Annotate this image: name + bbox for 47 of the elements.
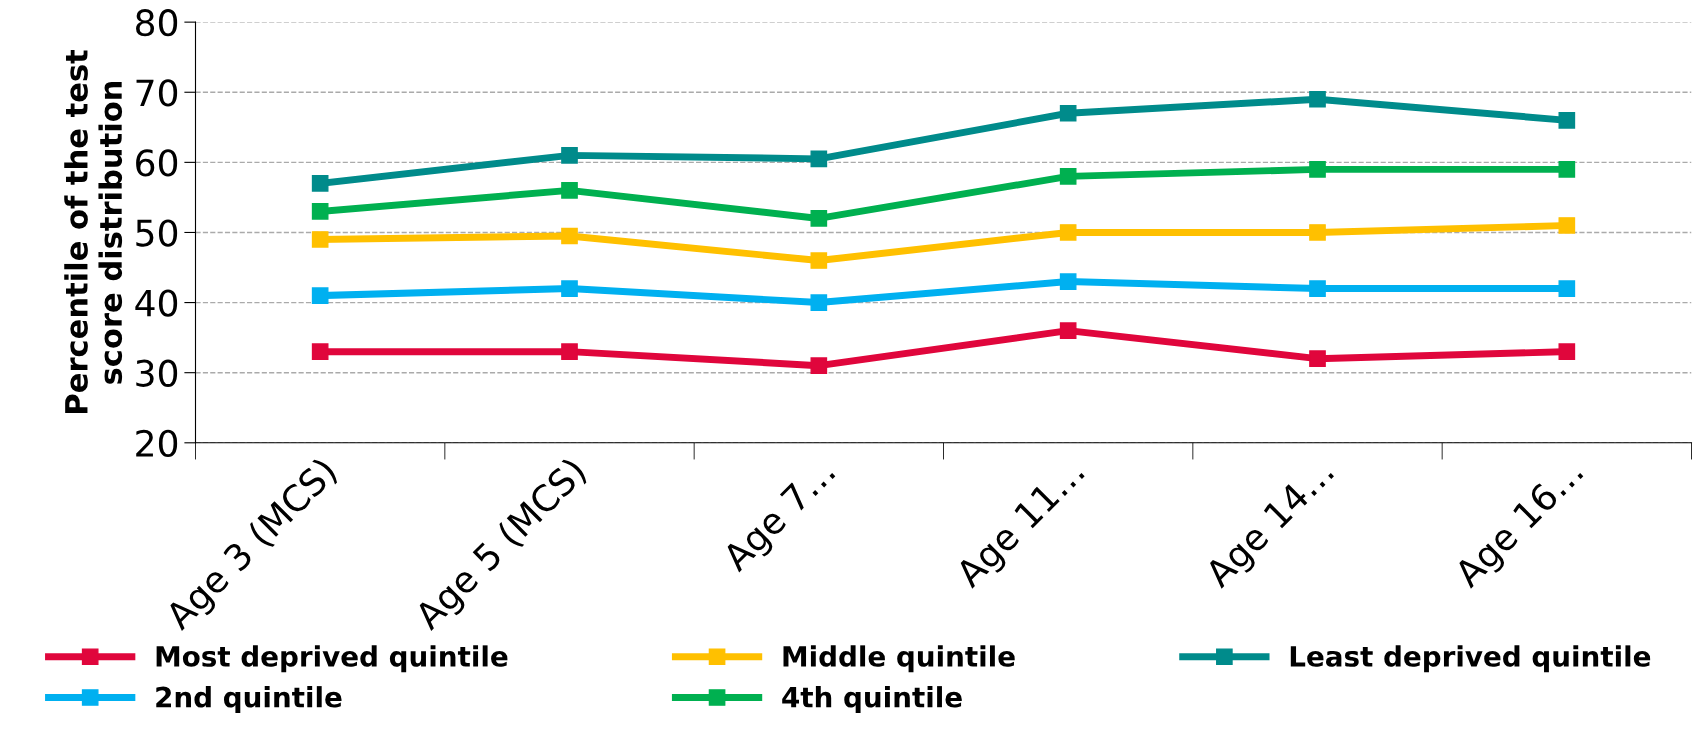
point: [311, 287, 329, 304]
point: [1309, 224, 1326, 241]
point: [561, 280, 578, 297]
point: [1059, 168, 1077, 185]
point: [810, 357, 828, 375]
point: [1558, 217, 1576, 234]
point: [561, 182, 578, 199]
point: [311, 343, 329, 360]
x-tick-label: Age 14…: [1202, 457, 1340, 594]
y-tick-label: 80: [136, 9, 178, 37]
point: [561, 343, 578, 360]
point: [1309, 350, 1326, 368]
legend-label: 4th quintile: [782, 686, 962, 713]
point: [1558, 280, 1576, 297]
y-tick-label: 50: [136, 219, 178, 247]
point: [1558, 161, 1576, 178]
y-tick-label: 60: [136, 149, 178, 177]
x-tick-label: Age 7…: [720, 457, 841, 578]
point: [561, 227, 578, 245]
x-tick-label: Age 11…: [953, 457, 1090, 594]
point: [810, 252, 828, 269]
point: [561, 147, 578, 164]
x-tick-label: Age 16…: [1451, 457, 1589, 594]
y-tick-label: 30: [136, 359, 178, 387]
point: [1558, 111, 1576, 129]
legend-label: Least deprived quintile: [1290, 645, 1651, 673]
legend-label: Most deprived quintile: [156, 645, 508, 673]
legend-label: 2nd quintile: [156, 686, 342, 713]
point: [1309, 280, 1326, 297]
point: [1059, 273, 1077, 290]
point: [1558, 343, 1576, 360]
legend-label: Middle quintile: [783, 645, 1015, 673]
point: [1309, 90, 1326, 108]
point: [1309, 161, 1326, 178]
y-tick-label: 20: [136, 429, 178, 458]
y-tick-label: 70: [136, 79, 178, 107]
point: [311, 175, 329, 192]
y-axis-title: Percentile of the test score distribution: [64, 49, 123, 413]
point: [311, 231, 329, 248]
point: [1059, 322, 1077, 339]
point: [810, 150, 828, 168]
point: [1059, 104, 1077, 122]
point: [810, 294, 828, 311]
point: [311, 203, 329, 220]
point: [1059, 224, 1077, 241]
y-tick-label: 40: [135, 289, 178, 317]
point: [810, 210, 828, 227]
